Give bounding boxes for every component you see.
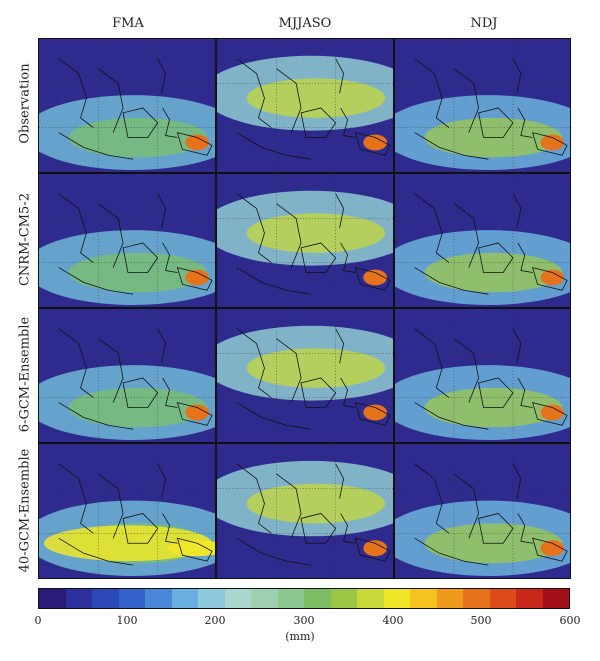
colorbar-swatch (171, 589, 198, 608)
column-title-fma: FMA (112, 16, 144, 31)
map-panel-ens40-fma (38, 443, 216, 579)
colorbar (38, 588, 570, 609)
colorbar-tick: 100 (116, 614, 138, 627)
map-panel-cnrm-ndj (394, 173, 571, 308)
colorbar-swatch (92, 589, 119, 608)
map-panel-obs-fma (38, 38, 216, 173)
colorbar-swatch (251, 589, 278, 608)
colorbar-swatch (330, 589, 357, 608)
map-panel-cnrm-fma (38, 173, 216, 308)
colorbar-unit-label: (mm) (285, 630, 315, 643)
colorbar-swatch (383, 589, 410, 608)
colorbar-tick: 500 (470, 614, 492, 627)
colorbar-swatch (410, 589, 437, 608)
colorbar-tick: 600 (559, 614, 581, 627)
map-panel-obs-mjjaso (216, 38, 394, 173)
colorbar-swatch (118, 589, 145, 608)
colorbar-swatch (516, 589, 543, 608)
colorbar-swatch (489, 589, 516, 608)
colorbar-swatch (277, 589, 304, 608)
colorbar-swatch (304, 589, 331, 608)
colorbar-swatch (463, 589, 490, 608)
map-panel-ens40-ndj (394, 443, 571, 579)
colorbar-swatch (65, 589, 92, 608)
column-title-ndj: NDJ (470, 16, 498, 31)
column-title-mjjaso: MJJASO (278, 16, 332, 31)
map-panel-ens40-mjjaso (216, 443, 394, 579)
colorbar-swatch (542, 589, 569, 608)
map-panel-obs-ndj (394, 38, 571, 173)
colorbar-swatch (436, 589, 463, 608)
map-panel-ens6-mjjaso (216, 308, 394, 443)
colorbar-tick: 0 (34, 614, 42, 627)
map-panel-grid (38, 38, 573, 579)
colorbar-swatch (357, 589, 384, 608)
map-panel-ens6-fma (38, 308, 216, 443)
colorbar-tick: 200 (204, 614, 226, 627)
row-label-40gcm: 40-GCM-Ensemble (17, 448, 33, 573)
colorbar-swatch (198, 589, 225, 608)
colorbar-swatch (224, 589, 251, 608)
colorbar-tick: 300 (293, 614, 315, 627)
colorbar-swatch (145, 589, 172, 608)
map-panel-ens6-ndj (394, 308, 571, 443)
colorbar-swatch (39, 589, 66, 608)
colorbar-tick: 400 (382, 614, 404, 627)
map-panel-cnrm-mjjaso (216, 173, 394, 308)
